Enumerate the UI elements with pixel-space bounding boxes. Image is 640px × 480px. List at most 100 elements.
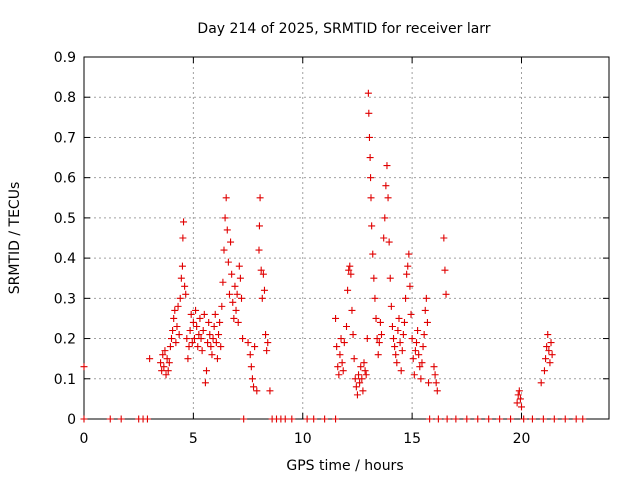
data-point <box>255 246 263 254</box>
data-point <box>432 379 440 387</box>
data-point <box>385 238 393 246</box>
data-point <box>182 290 190 298</box>
data-point <box>369 250 377 258</box>
data-point <box>485 415 493 423</box>
data-point <box>187 310 195 318</box>
data-point <box>195 331 203 339</box>
data-point <box>546 359 554 367</box>
data-point <box>380 234 388 242</box>
data-point <box>194 343 202 351</box>
data-point <box>367 174 375 182</box>
data-point <box>161 347 169 355</box>
data-point <box>255 222 263 230</box>
data-point <box>507 415 515 423</box>
data-point <box>463 415 471 423</box>
data-point <box>258 294 266 302</box>
data-point <box>518 403 525 411</box>
data-point <box>360 359 368 367</box>
data-point <box>350 355 358 363</box>
data-point <box>215 331 223 339</box>
data-point <box>259 270 267 278</box>
data-point <box>540 367 548 375</box>
data-point <box>515 387 523 395</box>
data-point <box>166 343 174 351</box>
data-point <box>335 371 343 379</box>
data-point <box>544 331 552 339</box>
data-point <box>253 387 261 395</box>
x-tick-label: 5 <box>189 431 198 447</box>
data-point <box>196 314 204 322</box>
x-tick-label: 20 <box>513 431 531 447</box>
data-point <box>390 335 398 343</box>
data-point <box>230 314 238 322</box>
data-point <box>262 331 270 339</box>
data-point <box>210 322 218 330</box>
x-axis-label: GPS time / hours <box>286 458 403 474</box>
data-point <box>240 415 248 423</box>
data-point <box>404 262 412 270</box>
data-point <box>421 306 429 314</box>
data-point <box>225 290 233 298</box>
data-point <box>235 262 243 270</box>
data-point <box>251 343 259 351</box>
y-axis-label: SRMTID / TECUs <box>7 182 23 295</box>
data-point <box>395 314 403 322</box>
data-point <box>413 339 420 347</box>
data-point <box>257 266 265 274</box>
data-point <box>430 363 438 371</box>
data-point <box>370 274 378 282</box>
data-point <box>223 226 231 234</box>
data-point <box>406 282 414 290</box>
data-point <box>203 367 210 375</box>
data-point <box>579 415 587 423</box>
x-tick-label: 10 <box>294 431 312 447</box>
data-point <box>418 359 426 367</box>
data-point <box>516 395 524 403</box>
data-point <box>168 335 175 343</box>
data-point <box>403 270 411 278</box>
data-point <box>248 375 256 383</box>
data-point <box>452 415 460 423</box>
data-point <box>232 306 240 314</box>
data-point <box>321 415 329 423</box>
data-point <box>218 302 226 310</box>
y-tick-label: 0.1 <box>54 372 76 388</box>
data-points <box>80 89 587 423</box>
data-point <box>410 371 418 379</box>
x-tick-labels: 0 5 10 15 20 <box>80 431 531 447</box>
data-point <box>200 310 208 318</box>
data-point <box>209 335 217 343</box>
data-point <box>384 194 392 202</box>
data-point <box>343 322 350 330</box>
data-point <box>423 318 431 326</box>
y-tick-label: 0.5 <box>54 211 76 227</box>
data-point <box>219 278 227 286</box>
data-point <box>392 351 400 359</box>
data-point <box>514 391 522 399</box>
data-point <box>371 294 379 302</box>
data-point <box>216 318 224 326</box>
data-point <box>353 391 361 399</box>
data-point <box>229 298 237 306</box>
data-point <box>387 302 395 310</box>
data-point <box>158 367 166 375</box>
data-point <box>548 351 556 359</box>
data-point <box>80 363 88 371</box>
data-point <box>355 371 363 379</box>
data-point <box>346 262 354 270</box>
y-tick-label: 0.7 <box>54 130 76 146</box>
data-point <box>333 343 341 351</box>
data-point <box>188 339 196 347</box>
data-point <box>411 347 419 355</box>
data-point <box>358 375 366 383</box>
data-point <box>177 274 185 282</box>
data-point <box>184 355 192 363</box>
data-point <box>373 335 381 343</box>
data-point <box>211 310 219 318</box>
data-point <box>368 222 376 230</box>
data-point <box>260 286 268 294</box>
data-point <box>332 415 340 423</box>
data-point <box>222 194 230 202</box>
data-point <box>414 327 422 335</box>
data-point <box>250 383 258 391</box>
